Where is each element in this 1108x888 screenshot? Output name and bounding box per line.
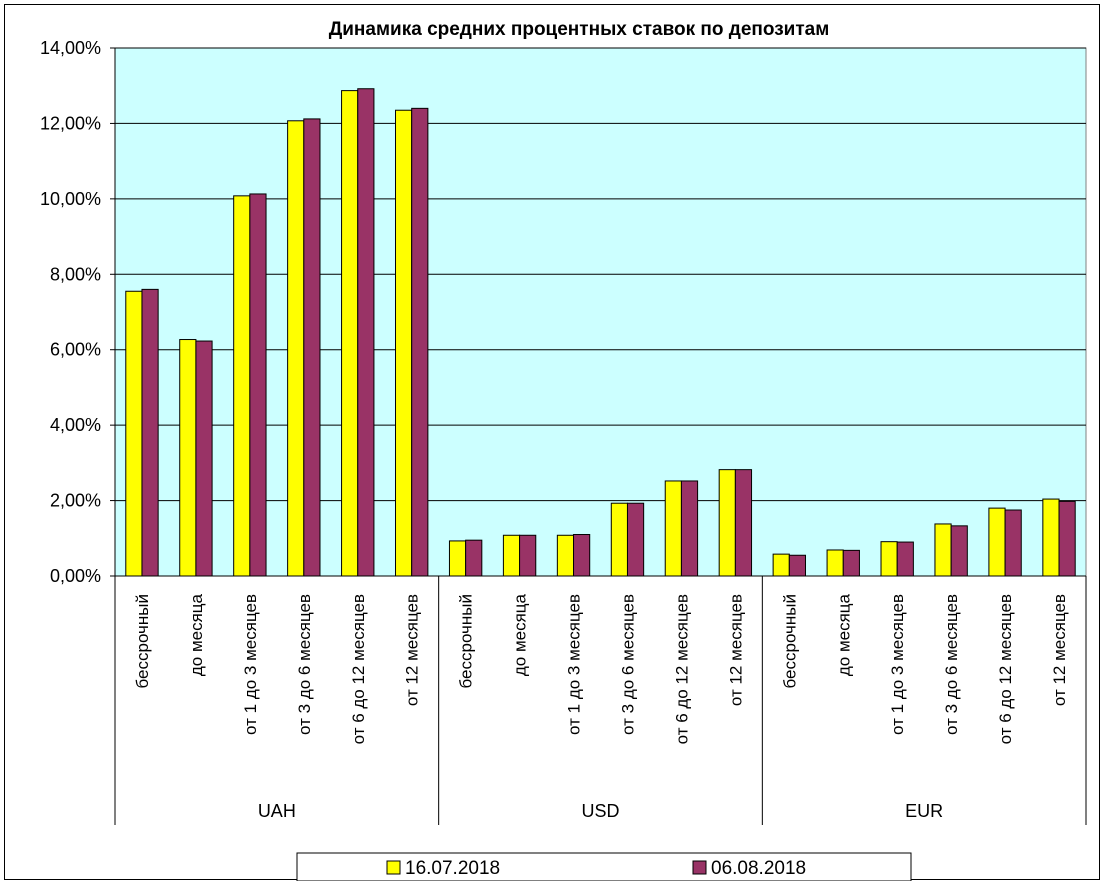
- bar: [610, 502, 628, 577]
- bar: [556, 534, 575, 577]
- bar: [718, 469, 736, 577]
- y-tick-label: 4,00%: [50, 415, 101, 435]
- y-tick-label: 8,00%: [50, 264, 101, 284]
- bar: [934, 523, 952, 577]
- y-tick-label: 10,00%: [40, 189, 101, 209]
- x-tick-label: от 12 месяцев: [403, 594, 422, 706]
- bar: [664, 480, 682, 577]
- x-tick-label: бессрочный: [457, 594, 476, 689]
- y-tick-label: 12,00%: [40, 113, 101, 133]
- chart-title: Динамика средних процентных ставок по де…: [329, 19, 830, 40]
- bar: [826, 549, 844, 577]
- bar: [519, 534, 537, 577]
- bar: [1058, 500, 1076, 577]
- bar: [680, 480, 699, 577]
- x-tick-label: до месяца: [187, 593, 206, 676]
- bar: [249, 193, 267, 577]
- group-label: UAH: [258, 801, 296, 821]
- bar: [465, 539, 483, 577]
- bar: [357, 88, 375, 577]
- plot-area: 0,00% 2,00% 4,00% 6,00% 8,00% 10,00% 12,00% 14,…: [40, 38, 1087, 825]
- x-tick-label: до месяца: [834, 593, 853, 676]
- bar: [125, 290, 143, 577]
- x-tick-label: бессрочный: [133, 594, 152, 689]
- group-label: USD: [581, 801, 619, 821]
- x-tick-label: от 6 до 12 месяцев: [996, 594, 1015, 744]
- legend-swatch: [692, 860, 707, 875]
- x-tick-label: от 3 до 6 месяцев: [618, 594, 637, 735]
- x-tick-label: от 12 месяцев: [726, 594, 745, 706]
- x-tick-label: от 1 до 3 месяцев: [565, 594, 584, 735]
- bar: [734, 469, 753, 577]
- bar: [141, 288, 159, 577]
- bar: [788, 554, 806, 577]
- x-tick-label: от 3 до 6 месяцев: [942, 594, 961, 735]
- bar: [772, 553, 790, 577]
- bar: [395, 109, 413, 577]
- x-tick-label: бессрочный: [780, 594, 799, 689]
- legend-swatch: [386, 860, 401, 875]
- y-tick-label: 2,00%: [50, 491, 101, 511]
- bar: [988, 507, 1006, 577]
- x-tick-label: от 6 до 12 месяцев: [672, 594, 691, 744]
- x-tick-label: до месяца: [511, 593, 530, 676]
- bar: [502, 534, 521, 577]
- bar: [341, 90, 359, 577]
- bar: [573, 534, 591, 577]
- bar: [195, 340, 213, 577]
- bar: [896, 541, 914, 577]
- bar: [411, 107, 429, 577]
- bar: [287, 120, 305, 577]
- bar: [1042, 498, 1060, 577]
- bar: [1004, 509, 1022, 577]
- legend: 16.07.2018 06.08.2018: [296, 852, 912, 881]
- x-tick-label: от 1 до 3 месяцев: [888, 594, 907, 735]
- y-tick-label: 14,00%: [40, 38, 101, 58]
- y-tick-label: 0,00%: [50, 566, 101, 586]
- bar: [303, 118, 321, 577]
- group-label: EUR: [905, 801, 943, 821]
- bar: [179, 339, 197, 577]
- bar: [880, 541, 898, 577]
- y-tick-label: 6,00%: [50, 340, 101, 360]
- chart-frame: Динамика средних процентных ставок по де…: [4, 4, 1100, 881]
- x-tick-label: от 3 до 6 месяцев: [295, 594, 314, 735]
- bar-chart: Динамика средних процентных ставок по де…: [40, 19, 1087, 881]
- plot-background: [114, 47, 1087, 577]
- bar: [233, 195, 251, 577]
- x-tick-label: от 6 до 12 месяцев: [349, 594, 368, 744]
- bar: [842, 549, 860, 577]
- bar: [950, 525, 968, 577]
- legend-label: 06.08.2018: [711, 858, 806, 879]
- x-tick-label: от 12 месяцев: [1050, 594, 1069, 706]
- x-tick-label: от 1 до 3 месяцев: [241, 594, 260, 735]
- bar: [626, 502, 645, 577]
- bar: [448, 540, 467, 577]
- legend-label: 16.07.2018: [405, 858, 500, 879]
